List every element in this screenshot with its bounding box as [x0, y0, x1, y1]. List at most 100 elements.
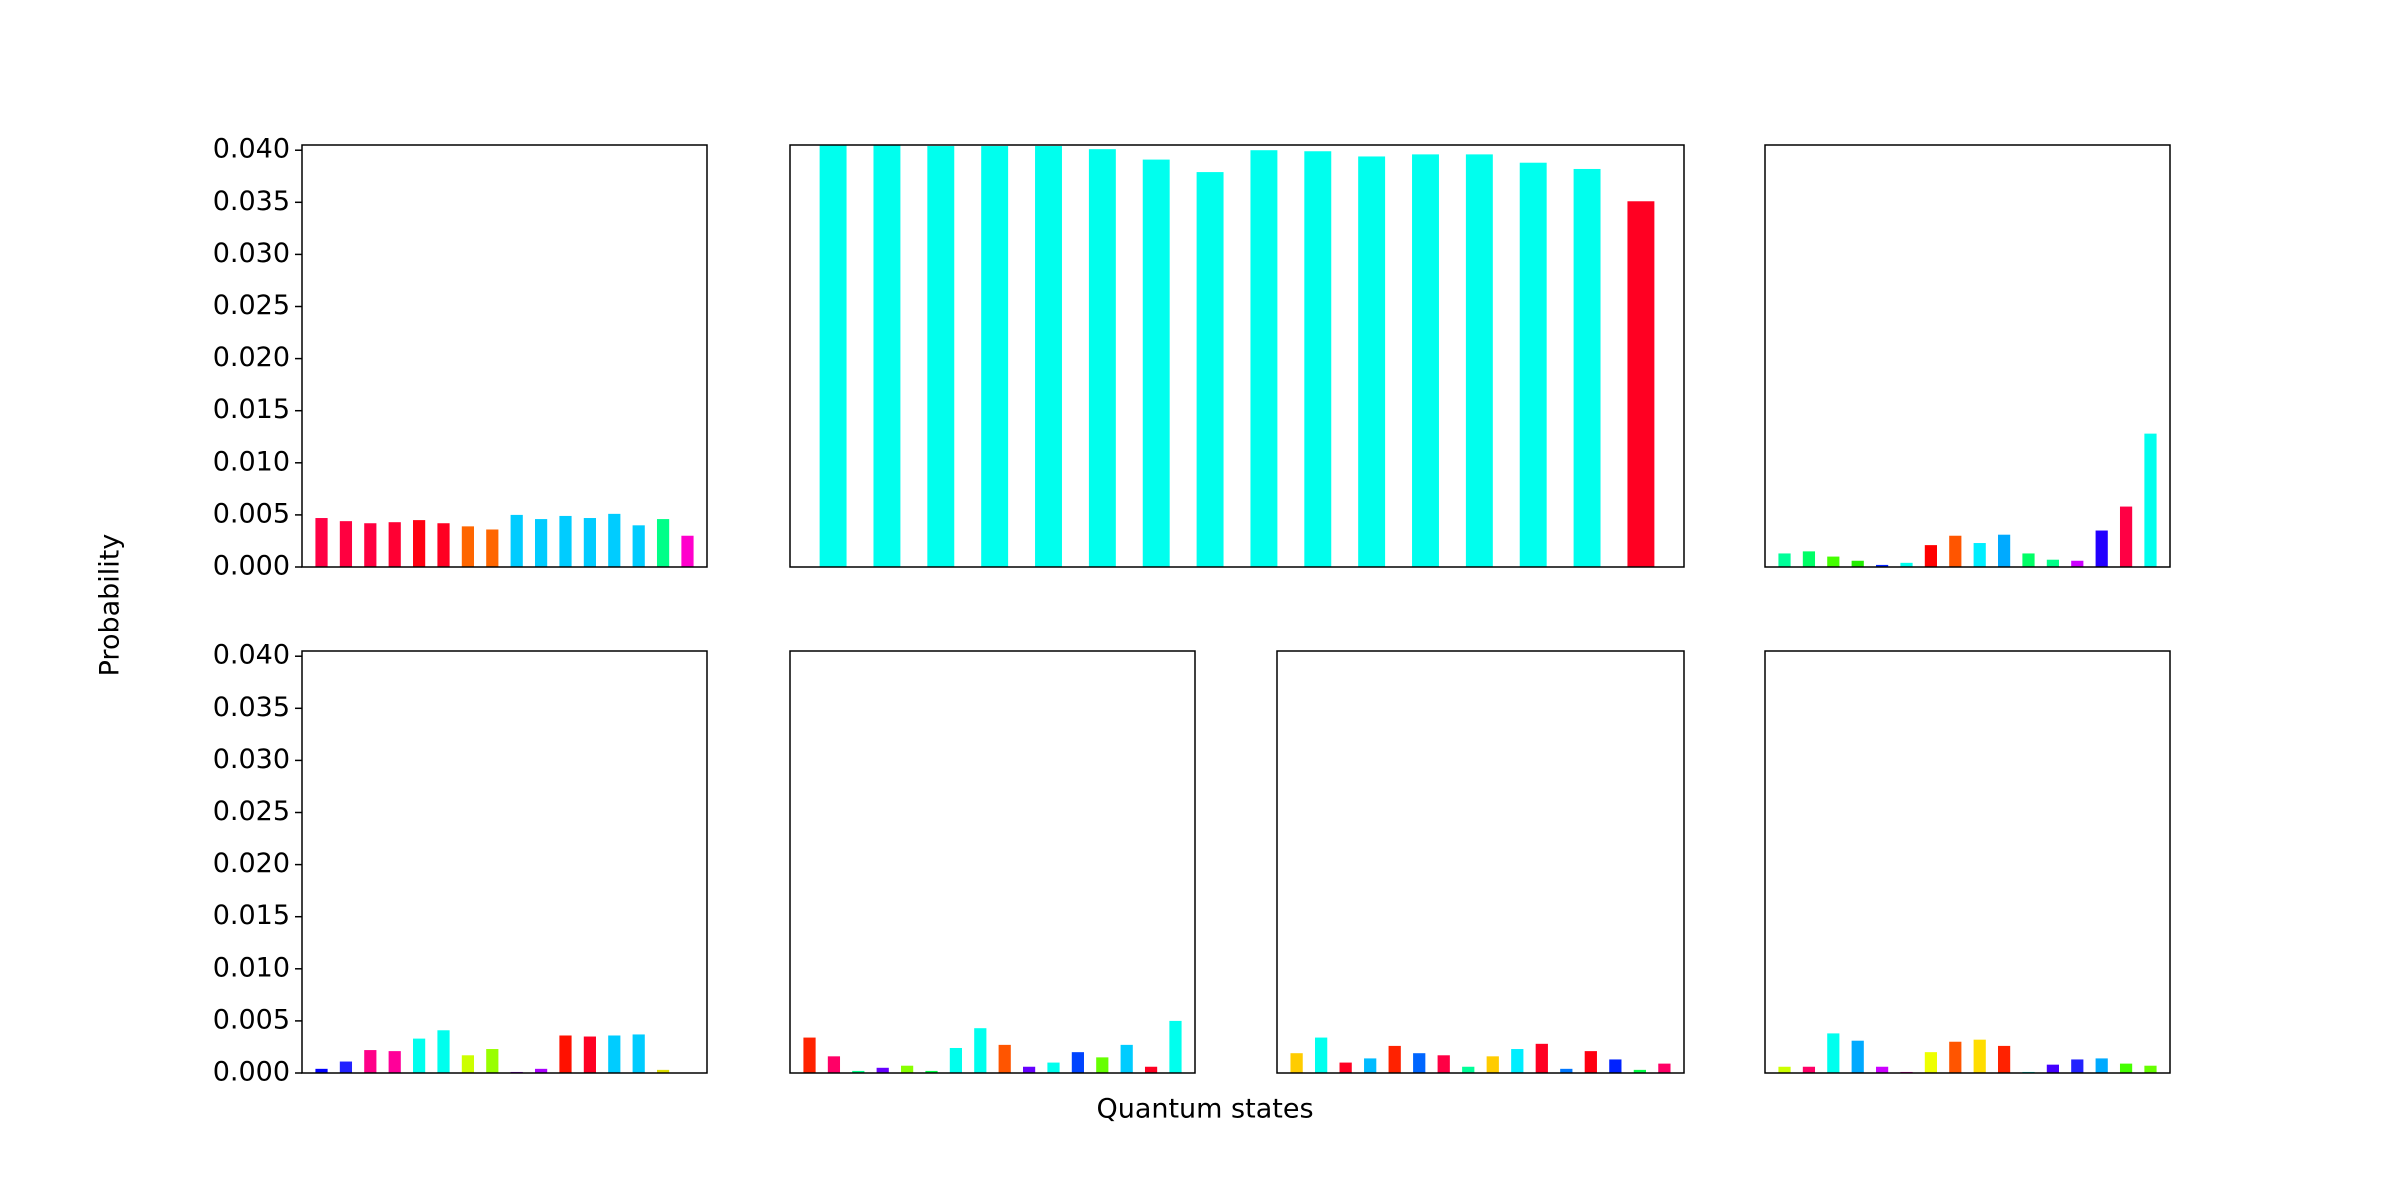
bar-4-1 — [315, 1068, 328, 1073]
bar-1-10 — [535, 519, 548, 567]
bar-2-4 — [981, 146, 1009, 568]
subplot-frame — [1276, 650, 1685, 1074]
bar-3-14 — [2095, 530, 2108, 567]
bar-3-13 — [2071, 560, 2084, 567]
bar-4-10 — [535, 1068, 548, 1073]
bar-1-8 — [486, 529, 499, 567]
bar-1-9 — [510, 514, 523, 567]
bar-3-16 — [2144, 433, 2157, 567]
bar-1-14 — [632, 525, 645, 567]
subplot-frame — [789, 144, 1685, 568]
bar-4-13 — [608, 1035, 621, 1073]
bar-7-3 — [1827, 1033, 1840, 1073]
subplot-5 — [789, 650, 1196, 1074]
bar-7-15 — [2119, 1063, 2133, 1073]
bar-6-3 — [1339, 1062, 1352, 1073]
bar-2-2 — [873, 145, 901, 567]
bar-3-11 — [2022, 553, 2035, 567]
bar-7-1 — [1778, 1066, 1791, 1073]
bar-1-13 — [608, 513, 621, 567]
bar-7-16 — [2144, 1065, 2157, 1073]
bar-2-12 — [1412, 154, 1439, 567]
bar-6-2 — [1315, 1037, 1328, 1073]
bar-6-6 — [1413, 1053, 1426, 1073]
y-tick-label: 0.010 — [213, 952, 290, 983]
y-tick-label: 0.030 — [213, 238, 290, 269]
bar-4-2 — [339, 1061, 353, 1073]
bar-7-2 — [1802, 1066, 1816, 1073]
bar-5-11 — [1047, 1062, 1060, 1073]
bar-2-3 — [927, 146, 955, 568]
bar-7-5 — [1876, 1066, 1889, 1073]
bar-2-7 — [1142, 159, 1170, 567]
subplot-2 — [789, 144, 1685, 568]
bar-2-13 — [1465, 154, 1493, 567]
bar-5-15 — [1144, 1066, 1158, 1073]
bar-6-14 — [1609, 1059, 1622, 1073]
bar-4-4 — [388, 1051, 401, 1073]
bar-7-13 — [2071, 1059, 2084, 1073]
bar-1-11 — [559, 515, 572, 567]
bar-2-5 — [1035, 146, 1062, 568]
y-tick-label: 0.005 — [213, 498, 290, 529]
bar-1-16 — [681, 535, 694, 567]
bar-6-16 — [1658, 1063, 1671, 1073]
bar-1-12 — [583, 518, 596, 567]
bar-5-16 — [1169, 1020, 1182, 1073]
x-axis-label: Quantum states — [1096, 1094, 1313, 1125]
subplot-4: 0.000 0.005 0.010 0.015 0.020 0.025 0.030 0.035… — [213, 640, 708, 1088]
bar-1-4 — [388, 522, 401, 567]
y-tick-label: 0.025 — [213, 796, 290, 827]
bar-6-15 — [1633, 1069, 1646, 1073]
bar-3-9 — [1973, 543, 1986, 567]
bar-4-12 — [583, 1036, 596, 1073]
subplot-frame — [789, 650, 1196, 1074]
bar-4-7 — [461, 1055, 474, 1073]
bar-7-8 — [1949, 1041, 1962, 1073]
subplot-7 — [1764, 650, 2171, 1074]
y-tick-label: 0.000 — [213, 551, 290, 582]
bar-5-6 — [925, 1070, 938, 1073]
bar-1-15 — [656, 519, 670, 567]
bar-6-13 — [1584, 1051, 1597, 1073]
bar-5-7 — [949, 1047, 962, 1073]
y-tick-label: 0.015 — [213, 900, 290, 931]
bar-3-4 — [1851, 560, 1864, 567]
y-tick-label: 0.025 — [213, 290, 290, 321]
bar-5-13 — [1096, 1057, 1109, 1073]
y-tick-label: 0.000 — [213, 1057, 290, 1088]
y-tick-label: 0.035 — [213, 692, 290, 723]
bar-3-1 — [1778, 553, 1791, 567]
bar-5-12 — [1071, 1052, 1084, 1073]
bar-6-9 — [1486, 1056, 1499, 1073]
bar-7-10 — [1998, 1045, 2011, 1073]
bar-5-1 — [803, 1037, 816, 1073]
y-tick-label: 0.035 — [213, 186, 290, 217]
bar-3-5 — [1876, 564, 1889, 567]
bar-5-9 — [998, 1044, 1011, 1073]
bar-2-11 — [1358, 156, 1386, 567]
bar-2-16 — [1627, 201, 1655, 567]
bar-5-4 — [876, 1067, 889, 1073]
bar-3-3 — [1827, 556, 1840, 567]
bar-2-6 — [1088, 149, 1116, 568]
bar-5-14 — [1120, 1044, 1133, 1073]
bar-2-8 — [1196, 172, 1224, 567]
bar-6-10 — [1511, 1049, 1524, 1073]
subplot-1: 0.000 0.005 0.010 0.015 0.020 0.025 0.030 0.035… — [213, 134, 708, 582]
bar-5-8 — [974, 1028, 987, 1073]
bar-5-2 — [827, 1056, 841, 1073]
bar-1-7 — [461, 526, 474, 567]
bar-2-9 — [1250, 150, 1278, 567]
y-tick-label: 0.040 — [213, 640, 290, 671]
subplot-grid: 0.000 0.005 0.010 0.015 0.020 0.025 0.030 0.035… — [213, 134, 2171, 1088]
bar-4-3 — [364, 1050, 377, 1073]
bar-3-7 — [1924, 545, 1937, 567]
bar-2-14 — [1519, 162, 1547, 567]
bar-4-15 — [656, 1069, 670, 1073]
bar-6-8 — [1462, 1066, 1475, 1073]
bar-7-4 — [1851, 1040, 1864, 1073]
subplot-frame — [1764, 650, 2171, 1074]
bar-6-12 — [1560, 1068, 1573, 1073]
bar-6-11 — [1535, 1043, 1548, 1073]
